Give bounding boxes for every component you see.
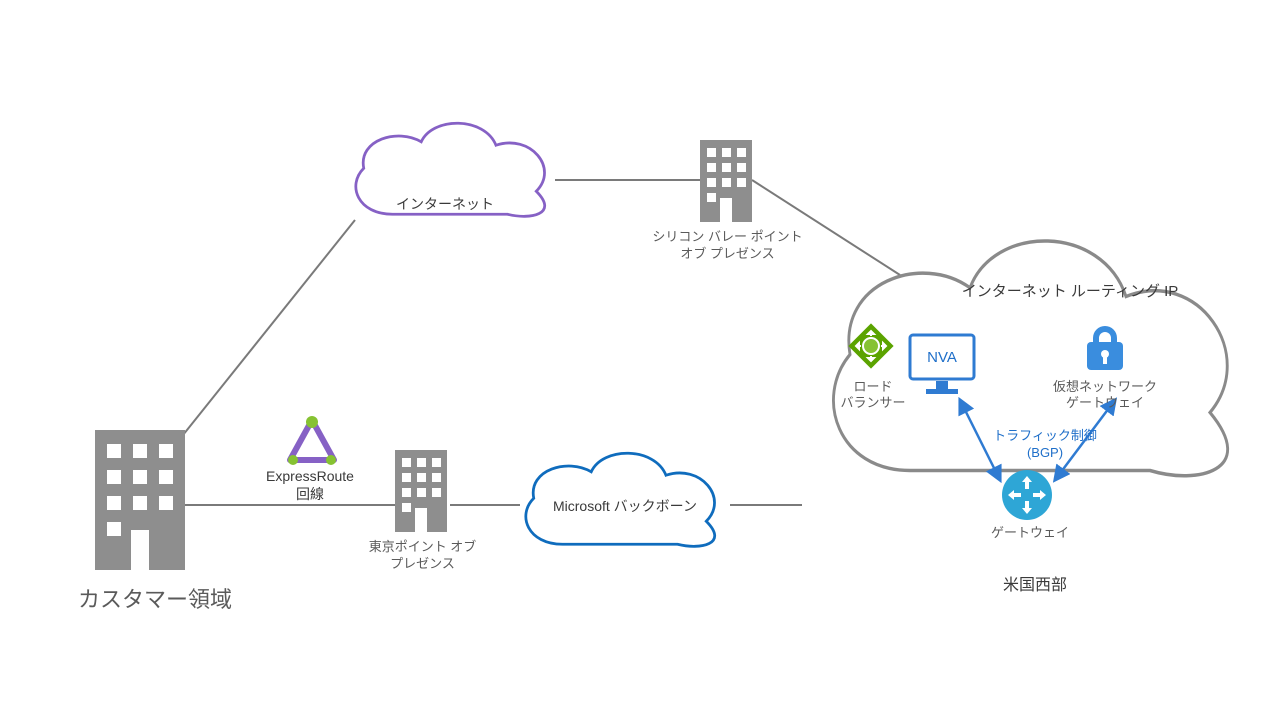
internet-cloud-label: インターネット xyxy=(385,195,505,214)
load-balancer-label-l1: ロード xyxy=(838,378,908,396)
ms-backbone-label: Microsoft バックボーン xyxy=(525,497,725,516)
customer-domain-label: カスタマー領域 xyxy=(55,585,255,615)
gateway-router-icon xyxy=(1002,470,1052,520)
vnet-gateway-label-l1: 仮想ネットワーク xyxy=(1050,378,1160,396)
nva-label: NVA xyxy=(917,348,967,368)
tokyo-pop-building-icon xyxy=(395,450,447,532)
internet-routing-label: インターネット ルーティング IP xyxy=(960,282,1180,302)
tokyo-pop-label-line2: プレゼンス xyxy=(365,555,480,573)
load-balancer-icon xyxy=(848,323,893,368)
vnet-gateway-lock-icon xyxy=(1087,326,1123,370)
tokyo-pop-label-line1: 東京ポイント オブ xyxy=(365,538,480,556)
expressroute-label-line2: 回線 xyxy=(255,485,365,504)
sv-pop-label-line1: シリコン バレー ポイント xyxy=(650,228,805,246)
west-us-label: 米国西部 xyxy=(975,575,1095,597)
vnet-gateway-label-l2: ゲートウェイ xyxy=(1050,394,1160,412)
traffic-control-label-l1: トラフィック制御 xyxy=(985,427,1105,445)
sv-pop-building-icon xyxy=(700,140,752,222)
sv-pop-label-line2: オブ プレゼンス xyxy=(650,245,805,263)
traffic-control-label-l2: (BGP) xyxy=(985,444,1105,462)
load-balancer-label-l2: バランサー xyxy=(838,394,908,412)
expressroute-icon xyxy=(288,416,336,465)
customer-building-icon xyxy=(95,430,185,570)
expressroute-label-line1: ExpressRoute xyxy=(255,467,365,486)
gateway-label: ゲートウェイ xyxy=(985,524,1075,542)
